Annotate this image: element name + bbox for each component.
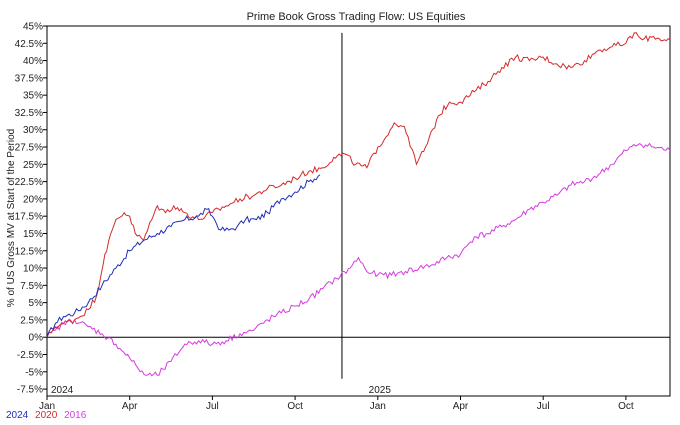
y-tick-label: 12.5%	[15, 246, 43, 257]
y-tick-label: 20%	[23, 194, 43, 205]
y-tick-label: 32.5%	[15, 108, 43, 119]
legend-2024: 2024	[6, 410, 29, 421]
y-tick-label: 45%	[23, 22, 43, 33]
x-tick-label: Apr	[453, 401, 469, 412]
y-tick-label: -2.5%	[17, 350, 43, 361]
x-tick-label: Jan	[370, 401, 386, 412]
plot-frame	[46, 25, 671, 397]
y-tick-label: 15%	[23, 229, 43, 240]
y-tick-label: 25%	[23, 160, 43, 171]
y-tick-label: -5%	[25, 367, 43, 378]
year-label: 2024	[51, 385, 74, 396]
x-tick-label: Jul	[206, 401, 219, 412]
y-tick-label: 40%	[23, 56, 43, 67]
y-tick-label: 7.5%	[20, 281, 43, 292]
x-tick-label: Jul	[537, 401, 550, 412]
x-ticks: Jan Apr Jul Oct Jan Apr Jul Oct 2024 2025	[39, 385, 634, 412]
y-tick-label: 10%	[23, 264, 43, 275]
y-tick-label: 30%	[23, 125, 43, 136]
y-tick-label: 2.5%	[20, 315, 43, 326]
x-tick-label: Oct	[287, 401, 303, 412]
series-line-2016	[46, 142, 671, 377]
y-tick-label: 22.5%	[15, 177, 43, 188]
legend-2016: 2016	[64, 410, 87, 421]
y-axis-label: % of US Gross MV at Start of the Period	[6, 129, 17, 307]
x-tick-label: Oct	[618, 401, 634, 412]
series-group	[46, 32, 671, 377]
y-tick-label: 37.5%	[15, 73, 43, 84]
legend: 2024 2020 2016	[6, 410, 90, 421]
legend-2020: 2020	[35, 410, 58, 421]
y-tick-label: 17.5%	[15, 212, 43, 223]
y-tick-label: 0%	[29, 333, 44, 344]
y-tick-label: 5%	[29, 298, 44, 309]
year-label: 2025	[369, 385, 392, 396]
series-line-2024	[46, 174, 321, 338]
y-tick-label: -7.5%	[17, 385, 43, 396]
x-tick-label: Apr	[122, 401, 138, 412]
y-tick-label: 42.5%	[15, 39, 43, 50]
series-line-2020	[46, 32, 671, 338]
x-tick-label: Jan	[39, 401, 55, 412]
y-ticks: 45% 42.5% 40% 37.5% 35% 32.5% 30% 27.5% 25% 22.5%…	[15, 22, 47, 396]
chart-title: Prime Book Gross Trading Flow: US Equiti…	[247, 11, 466, 23]
y-tick-label: 27.5%	[15, 143, 43, 154]
y-tick-label: 35%	[23, 91, 43, 102]
